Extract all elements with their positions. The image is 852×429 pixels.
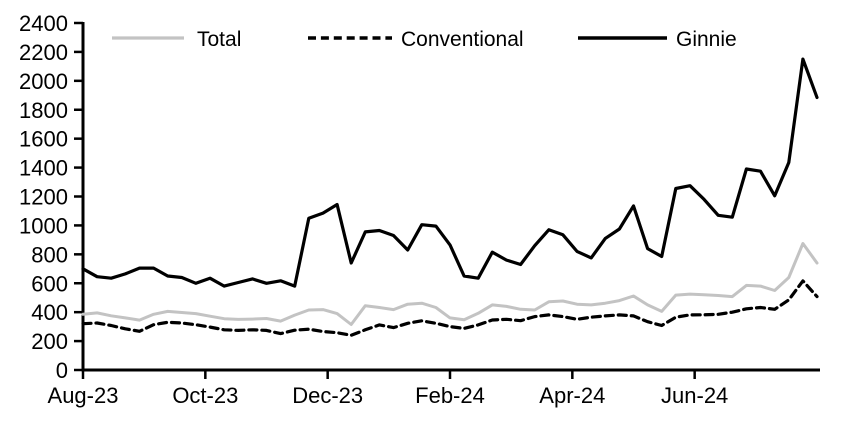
y-tick-label: 1000 xyxy=(19,213,68,238)
x-tick-label: Apr-24 xyxy=(539,383,605,408)
y-tick-label: 1400 xyxy=(19,156,68,181)
conventional-line xyxy=(81,279,819,337)
x-tick-label: Dec-23 xyxy=(292,383,363,408)
series-lines xyxy=(81,57,819,337)
y-tick-label: 1600 xyxy=(19,127,68,152)
y-tick-label: 1800 xyxy=(19,98,68,123)
x-tick-label: Feb-24 xyxy=(415,383,485,408)
y-tick-label: 400 xyxy=(31,300,68,325)
x-tick-label: Aug-23 xyxy=(48,383,119,408)
y-tick-label: 800 xyxy=(31,242,68,267)
y-tick-label: 0 xyxy=(56,358,68,383)
y-tick-label: 2400 xyxy=(19,11,68,36)
total-line xyxy=(81,242,819,326)
y-tick-label: 1200 xyxy=(19,185,68,210)
ginnie-legend-label: Ginnie xyxy=(676,28,737,51)
x-tick-label: Jun-24 xyxy=(661,383,728,408)
y-tick-label: 600 xyxy=(31,271,68,296)
total-legend-label: Total xyxy=(197,28,241,51)
y-tick-label: 2000 xyxy=(19,69,68,94)
axes: 0 200 400 600 800 1000 1200 1400 1600 1800 2000 220… xyxy=(19,11,820,408)
legend: Total Conventional Ginnie xyxy=(112,28,737,51)
y-tick-label: 2200 xyxy=(19,40,68,65)
y-tick-label: 200 xyxy=(31,329,68,354)
conventional-legend-label: Conventional xyxy=(401,28,524,51)
ginnie-line xyxy=(81,57,819,288)
x-tick-label: Oct-23 xyxy=(172,383,238,408)
